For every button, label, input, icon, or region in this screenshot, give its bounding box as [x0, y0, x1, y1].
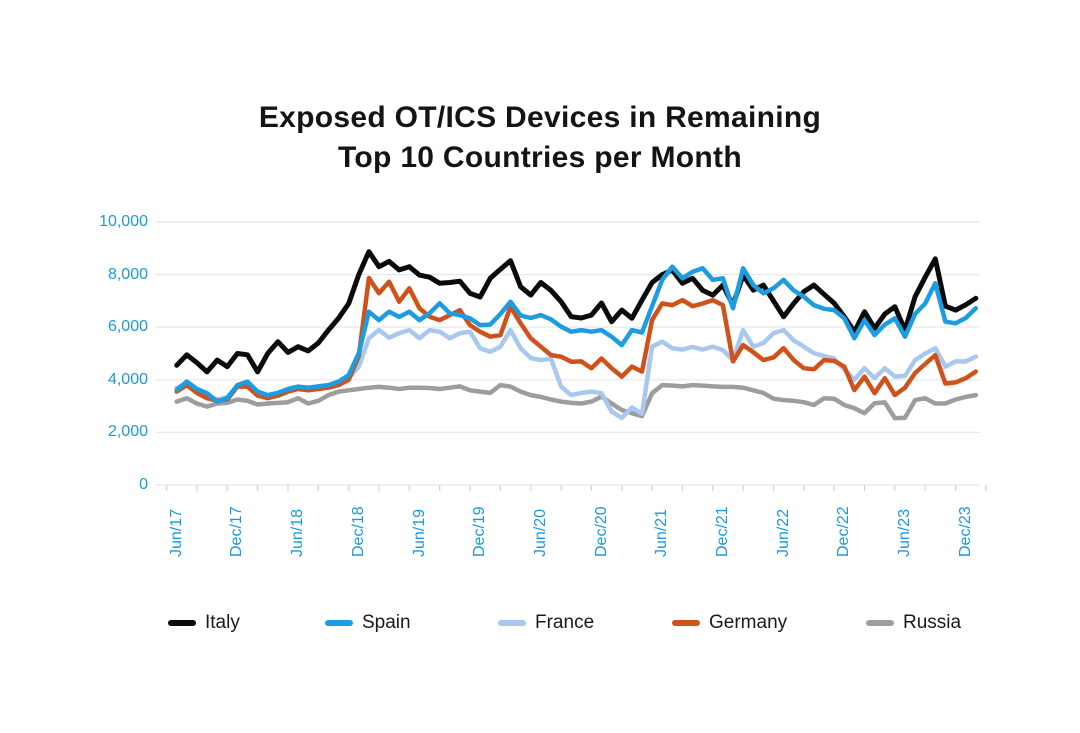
y-axis-tick-label: 6,000	[107, 318, 148, 336]
x-axis-tick-label: Jun/17	[167, 508, 185, 557]
legend-label-russia: Russia	[903, 612, 962, 633]
x-axis-tick-label: Dec/18	[349, 506, 367, 557]
x-axis-tick-label: Dec/22	[835, 506, 853, 557]
chart-title: Exposed OT/ICS Devices in Remaining Top …	[0, 98, 1080, 178]
x-axis-tick-label: Dec/19	[471, 506, 489, 557]
legend-item-france: France	[498, 608, 594, 638]
legend-label-france: France	[535, 612, 595, 633]
x-axis-tick-label: Jun/23	[896, 508, 913, 557]
legend-item-russia: Russia	[866, 608, 961, 638]
x-axis-tick-label: Jun/18	[289, 508, 307, 557]
x-axis-tick-label: Dec/21	[713, 506, 731, 557]
y-axis-tick-label: 10,000	[99, 213, 148, 230]
y-axis-tick-label: 0	[139, 476, 148, 493]
line-russia	[174, 382, 979, 421]
y-axis-tick-label: 4,000	[107, 370, 148, 388]
legend-item-spain: Spain	[325, 608, 411, 638]
line-spain	[174, 264, 979, 404]
legend-swatch-france	[498, 620, 526, 626]
chart-title-line-2: Top 10 Countries per Month	[338, 141, 742, 174]
legend-swatch-germany	[672, 620, 700, 626]
chart-legend: Italy Spain France Germany Russia	[0, 608, 1080, 638]
x-axis-tick-label: Dec/17	[228, 506, 246, 557]
legend-item-italy: Italy	[168, 608, 240, 638]
line-italy	[174, 249, 979, 375]
legend-item-germany: Germany	[672, 608, 787, 638]
x-axis-tick-label: Dec/23	[956, 506, 974, 557]
legend-swatch-russia	[866, 620, 894, 626]
x-axis-tick-label: Jun/20	[531, 508, 549, 557]
line-germany	[174, 275, 979, 404]
x-axis-tick-label: Dec/20	[592, 506, 610, 557]
legend-label-germany: Germany	[709, 612, 788, 633]
y-axis-tick-label: 8,000	[107, 265, 148, 283]
x-axis-tick-label: Jun/22	[774, 508, 792, 557]
legend-label-spain: Spain	[362, 612, 411, 633]
legend-label-italy: Italy	[205, 612, 240, 633]
y-axis-tick-label: 2,000	[107, 423, 148, 441]
legend-swatch-spain	[325, 620, 353, 626]
x-axis-tick-label: Jun/21	[653, 508, 671, 557]
legend-swatch-italy	[168, 620, 196, 626]
chart-title-line-1: Exposed OT/ICS Devices in Remaining	[258, 101, 822, 134]
x-axis-tick-label: Jun/19	[410, 508, 428, 557]
